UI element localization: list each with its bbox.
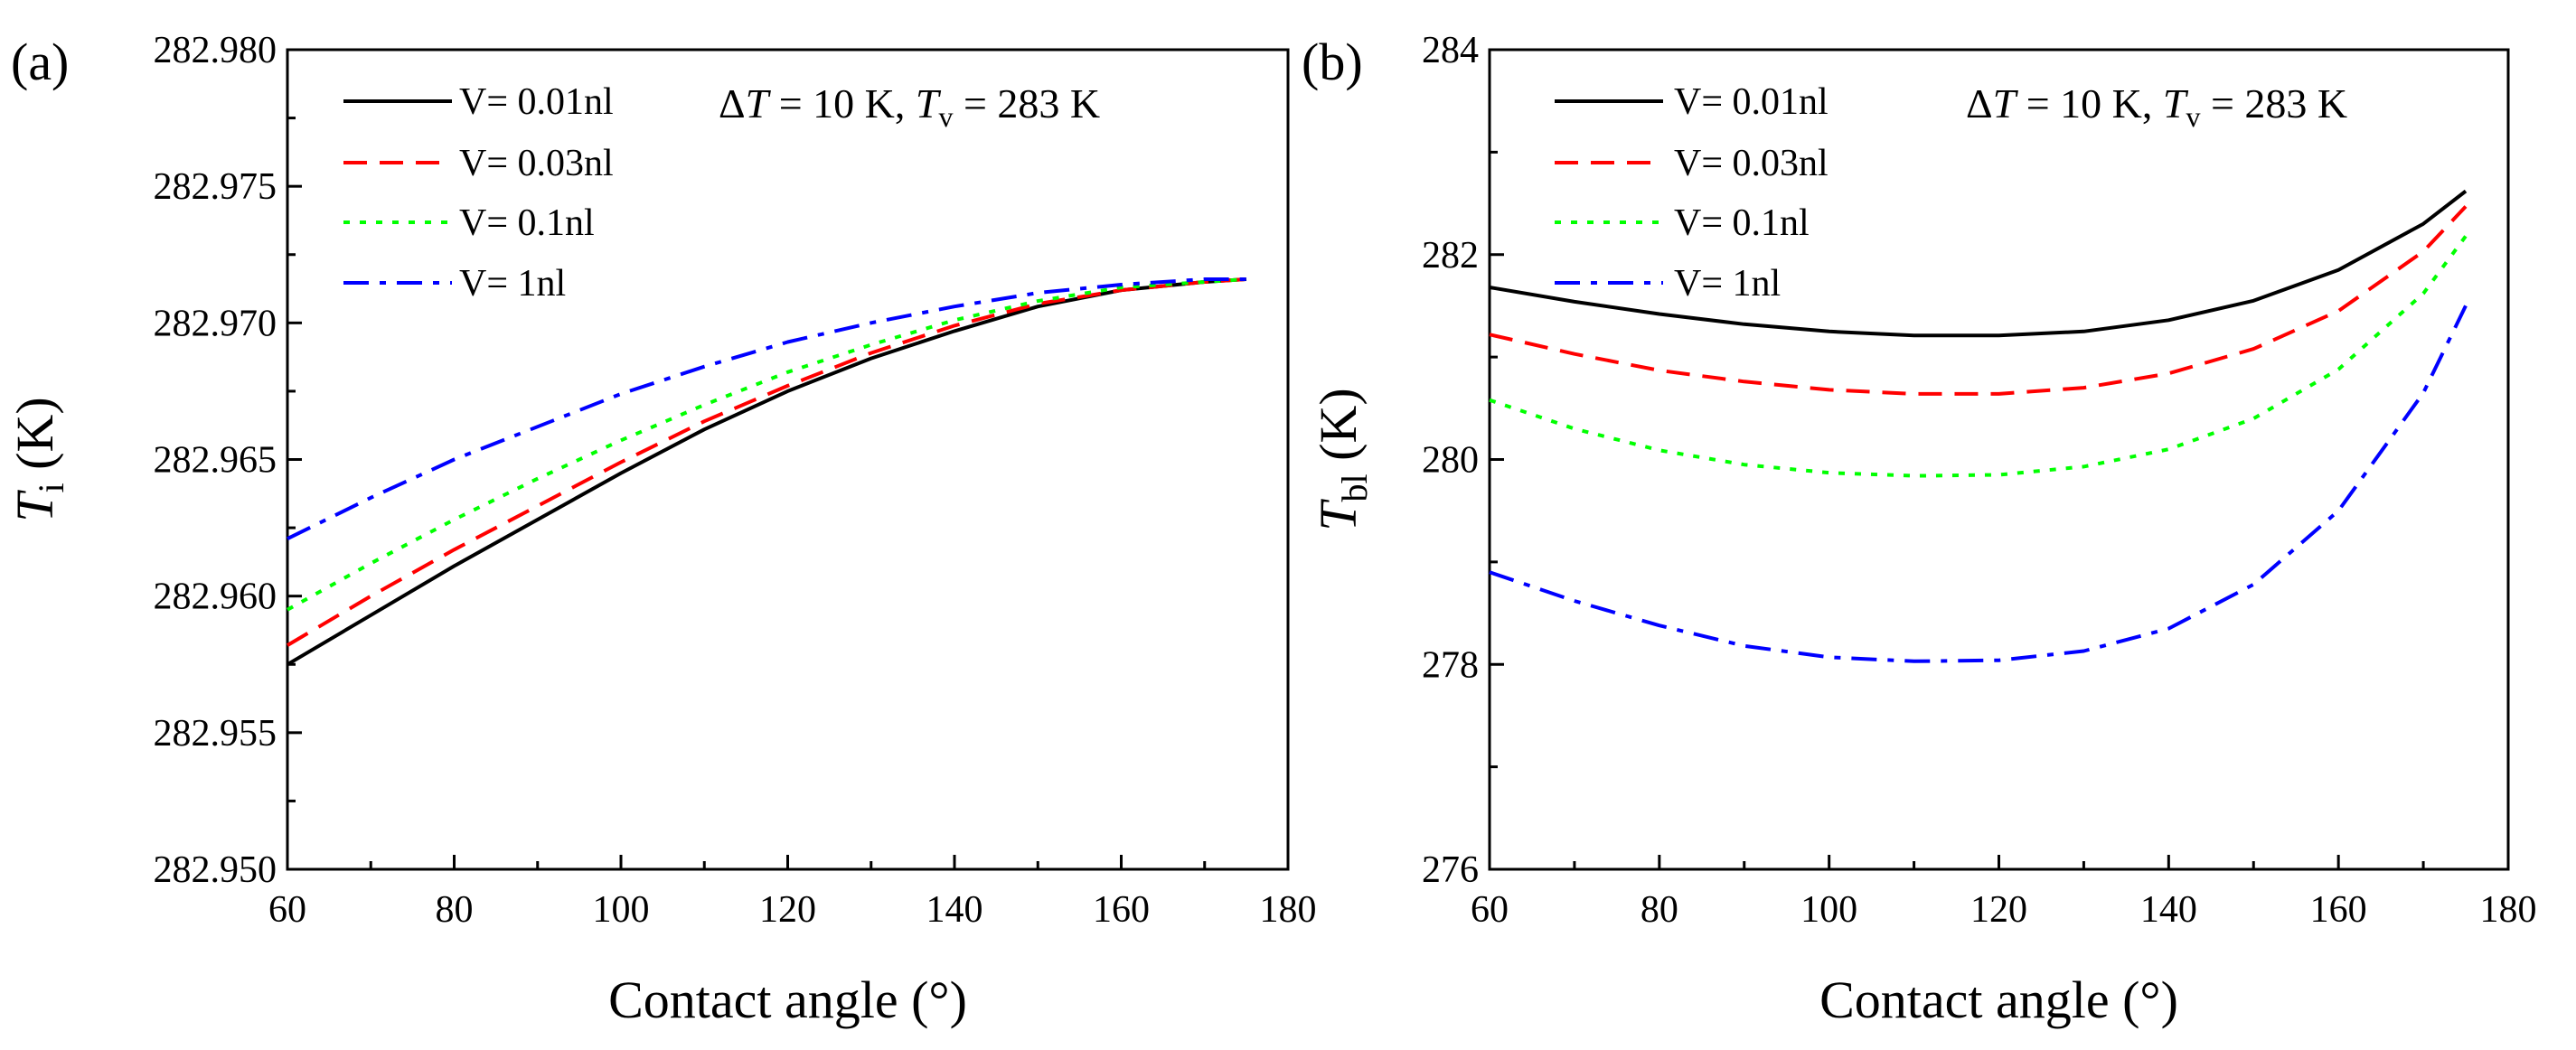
series-line-1 xyxy=(286,277,1247,667)
y-title-unit: (K) xyxy=(5,397,64,483)
series-line-2 xyxy=(286,277,1247,647)
x-tick-label: 160 xyxy=(2310,889,2367,931)
annotation-tv-value: = 283 K xyxy=(2200,80,2347,127)
annotation-t2-symbol: T xyxy=(2163,80,2189,127)
y-tick-label: 282.975 xyxy=(154,166,277,208)
x-tick-label: 140 xyxy=(2140,889,2197,931)
panel-label: (b) xyxy=(1302,33,1363,91)
y-tick-label: 282.970 xyxy=(154,303,277,344)
legend-label-3: V= 0.1nl xyxy=(1674,202,1810,244)
legend-label-2: V= 0.03nl xyxy=(459,143,614,184)
panel-b: 60 80 100 120 140 160 180 276 278 280 282 284 Contac… xyxy=(1302,30,2537,1029)
y-tick-label: 282.950 xyxy=(154,849,277,891)
x-axis-title: Contact angle (°) xyxy=(608,970,967,1029)
series-line-4 xyxy=(287,277,1246,540)
annotation-delta: Δ xyxy=(1966,80,1993,127)
series-line-2 xyxy=(1489,205,2468,396)
x-tick-label: 120 xyxy=(759,889,816,931)
legend-label-4: V= 1nl xyxy=(459,263,566,305)
y-tick-label: 282.955 xyxy=(154,713,277,755)
x-tick-label: 100 xyxy=(1800,889,1857,931)
legend-label-1: V= 0.01nl xyxy=(1674,81,1829,123)
legend-label-1: V= 0.01nl xyxy=(459,81,614,123)
x-tick-label: 80 xyxy=(436,889,474,931)
y-tick-label: 280 xyxy=(1422,440,1479,482)
series-line-3 xyxy=(1489,235,2468,478)
y-title-subscript: bl xyxy=(1334,473,1375,502)
annotation-t-symbol: T xyxy=(746,80,772,127)
x-tick-label: 160 xyxy=(1093,889,1150,931)
y-title-unit: (K) xyxy=(1309,388,1368,473)
annotation-subscript: v xyxy=(2186,100,2200,133)
annotation-tv-value: = 283 K xyxy=(953,80,1100,127)
y-title-subscript: i xyxy=(31,483,71,492)
x-axis-title: Contact angle (°) xyxy=(1819,970,2178,1029)
annotation-t2-symbol: T xyxy=(916,80,942,127)
series-line-3 xyxy=(287,277,1247,612)
y-tick-label: 284 xyxy=(1422,30,1479,71)
y-axis-title: Ti (K) xyxy=(5,397,71,521)
x-tick-label: 140 xyxy=(926,889,983,931)
x-tick-label: 80 xyxy=(1641,889,1678,931)
y-axis-title: Tbl (K) xyxy=(1309,388,1375,530)
y-tick-label: 282 xyxy=(1422,235,1479,277)
annotation-delta-value: = 10 K, xyxy=(768,80,916,127)
annotation-delta: Δ xyxy=(719,80,746,127)
x-tick-label: 120 xyxy=(1970,889,2027,931)
annotation-subscript: v xyxy=(938,100,953,133)
y-tick-label: 282.980 xyxy=(154,30,277,71)
series-line-1 xyxy=(1489,189,2468,338)
x-tick-label: 180 xyxy=(1260,889,1317,931)
annotation-t-symbol: T xyxy=(1993,80,2019,127)
plot-frame xyxy=(1488,48,2510,871)
x-tick-label: 100 xyxy=(593,889,650,931)
condition-annotation: ΔT = 10 K, Tv = 283 K xyxy=(719,80,1100,133)
x-tick-label: 180 xyxy=(2480,889,2537,931)
x-tick-label: 60 xyxy=(268,889,306,931)
annotation-delta-value: = 10 K, xyxy=(2016,80,2163,127)
legend-label-4: V= 1nl xyxy=(1674,263,1781,305)
y-tick-label: 276 xyxy=(1422,849,1479,891)
y-tick-label: 282.960 xyxy=(154,577,277,618)
series-line-4 xyxy=(1489,305,2468,663)
plot-frame xyxy=(286,48,1290,871)
y-tick-label: 278 xyxy=(1422,644,1479,686)
panel-label: (a) xyxy=(11,33,69,91)
y-title-symbol: T xyxy=(1309,499,1368,531)
y-tick-label: 282.965 xyxy=(154,440,277,482)
legend-label-3: V= 0.1nl xyxy=(459,202,595,244)
y-title-symbol: T xyxy=(5,490,64,522)
panel-a: 60 80 100 120 140 160 180 282.950 282.955 282.960… xyxy=(5,30,1317,1029)
legend-label-2: V= 0.03nl xyxy=(1674,143,1829,184)
condition-annotation: ΔT = 10 K, Tv = 283 K xyxy=(1966,80,2347,133)
x-tick-label: 60 xyxy=(1471,889,1509,931)
